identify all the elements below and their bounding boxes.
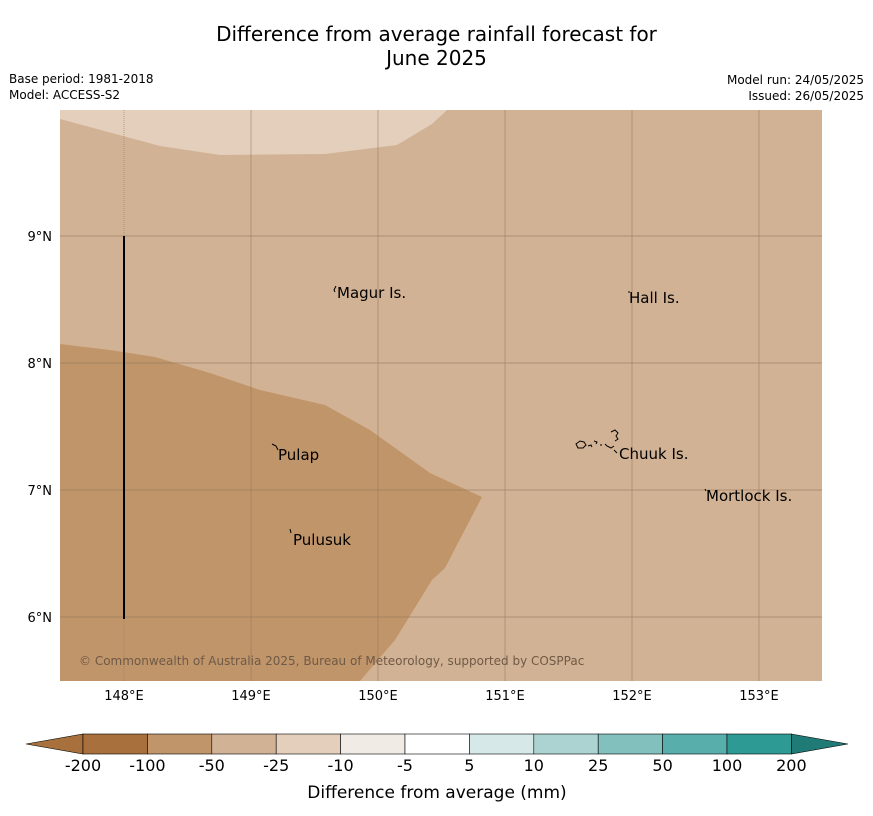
lat-label-7: 7°N <box>28 484 53 499</box>
anomaly-region-light <box>60 110 447 155</box>
label-pulap: Pulap <box>278 446 319 464</box>
lon-label-149: 149°E <box>231 689 271 704</box>
colorbar-segment <box>340 733 406 755</box>
colorbar-segment <box>597 733 663 755</box>
lat-axis: 9°N 8°N 7°N 6°N <box>28 230 53 626</box>
anomaly-region-dark <box>60 344 482 681</box>
colorbar-tick-labels: -200 -100 -50 -25 -10 -5 5 10 25 50 100 200 <box>65 756 807 775</box>
meta-right: Model run: 24/05/2025 Issued: 26/05/2025 <box>727 72 864 104</box>
colorbar-segment <box>147 733 213 755</box>
colorbar-tick-label: 25 <box>588 756 608 775</box>
colorbar-tick-label: -100 <box>129 756 165 775</box>
colorbar-tick-label: -25 <box>263 756 289 775</box>
issued-text: Issued: 26/05/2025 <box>748 89 864 103</box>
label-pulusuk: Pulusuk <box>293 531 351 549</box>
lon-label-152: 152°E <box>612 689 652 704</box>
lon-axis: 148°E 149°E 150°E 151°E 152°E 153°E <box>104 689 779 704</box>
colorbar-tick-label: -50 <box>199 756 225 775</box>
title-line-1: Difference from average rainfall forecas… <box>216 22 657 46</box>
lat-label-8: 8°N <box>28 357 53 372</box>
chart-title: Difference from average rainfall forecas… <box>0 22 873 70</box>
label-hall: Hall Is. <box>629 289 680 307</box>
colorbar-title: Difference from average (mm) <box>307 783 566 803</box>
colorbar-legend <box>25 733 849 755</box>
colorbar-extend-low <box>25 733 84 755</box>
colorbar-segment <box>275 733 341 755</box>
lat-label-6: 6°N <box>28 611 53 626</box>
model-text: Model: ACCESS-S2 <box>9 88 121 102</box>
model-run-text: Model run: 24/05/2025 <box>726 73 864 87</box>
colorbar-tick-label: 100 <box>712 756 743 775</box>
colorbar-segment <box>662 733 728 755</box>
meta-left: Base period: 1981-2018 Model: ACCESS-S2 <box>9 71 154 103</box>
place-labels: Magur Is. Hall Is. Pulap Chuuk Is. Mortl… <box>278 284 792 549</box>
colorbar-extend-high <box>791 733 849 755</box>
title-line-2: June 2025 <box>386 46 487 70</box>
island-outlines <box>271 285 707 534</box>
label-magur: Magur Is. <box>337 284 406 302</box>
label-chuuk: Chuuk Is. <box>619 445 688 463</box>
colorbar-tick-label: -5 <box>397 756 413 775</box>
colorbar-segment <box>404 733 470 755</box>
lon-label-151: 151°E <box>485 689 525 704</box>
colorbar-segment <box>211 733 277 755</box>
pulusuk-island-shape <box>289 528 292 534</box>
colorbar-segment <box>533 733 599 755</box>
colorbar-segment <box>726 733 792 755</box>
copyright-text: © Commonwealth of Australia 2025, Bureau… <box>79 654 584 668</box>
colorbar-tick-label: -200 <box>65 756 101 775</box>
chuuk-lagoon-shape <box>575 429 619 454</box>
pulap-island-shape <box>271 443 279 451</box>
colorbar-tick-label: 50 <box>652 756 672 775</box>
colorbar-tick-label: 5 <box>464 756 474 775</box>
lon-label-153: 153°E <box>739 689 779 704</box>
colorbar-tick-label: 10 <box>524 756 544 775</box>
colorbar-tick-label: 200 <box>776 756 807 775</box>
graticule <box>60 110 822 681</box>
lon-label-150: 150°E <box>358 689 398 704</box>
base-period-text: Base period: 1981-2018 <box>9 72 154 86</box>
lon-label-148: 148°E <box>104 689 144 704</box>
magur-island-shape <box>333 285 337 293</box>
lat-label-9: 9°N <box>28 230 53 245</box>
mortlock-island-shape <box>704 488 707 492</box>
colorbar-tick-label: -10 <box>328 756 354 775</box>
colorbar-segment <box>82 733 148 755</box>
colorbar-segment <box>469 733 535 755</box>
label-mortlock: Mortlock Is. <box>706 487 792 505</box>
